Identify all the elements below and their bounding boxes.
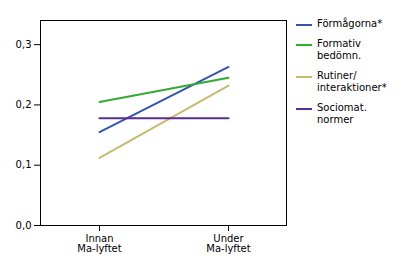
html-text:Formativ bedömn.: Formativ bedömn. (317, 38, 362, 61)
html-text:Förmågorna*: Förmågorna* (317, 18, 383, 29)
svg-text:InnanMa-lyftet: InnanMa-lyftet (77, 233, 121, 254)
svg-text:0,2: 0,2 (16, 99, 32, 110)
html-text:Sociomat. normer: Sociomat. normer (317, 102, 367, 125)
svg-text:0,3: 0,3 (16, 39, 32, 50)
html-text:Rutiner/ interaktioner*: Rutiner/ interaktioner* (317, 70, 387, 93)
svg-text:0,0: 0,0 (16, 220, 32, 231)
svg-text:UnderMa-lyftet: UnderMa-lyftet (206, 233, 250, 254)
svg-text:0,1: 0,1 (16, 159, 32, 170)
